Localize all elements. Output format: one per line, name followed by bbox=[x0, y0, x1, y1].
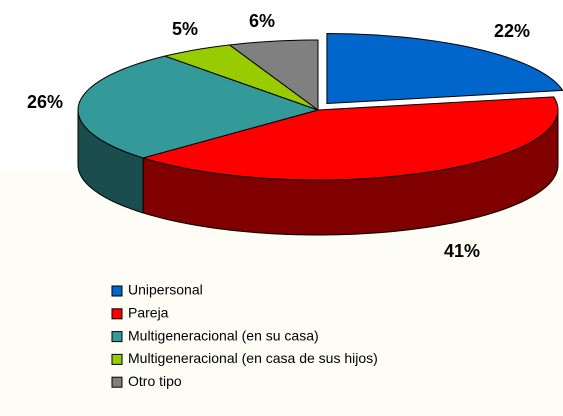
pie-slice bbox=[77, 55, 320, 159]
legend-swatch bbox=[111, 331, 123, 343]
pie-slice bbox=[163, 44, 319, 111]
legend-swatch bbox=[111, 285, 123, 297]
data-label: 26% bbox=[27, 92, 63, 112]
pie-slice bbox=[141, 96, 559, 181]
legend-label: Pareja bbox=[128, 305, 169, 321]
data-label: 6% bbox=[249, 11, 275, 31]
legend-swatch bbox=[111, 353, 123, 365]
legend-label: Multigeneracional (en su casa) bbox=[128, 327, 319, 343]
data-label: 41% bbox=[444, 241, 480, 261]
pie-slice bbox=[326, 33, 563, 105]
legend-swatch bbox=[111, 376, 123, 388]
data-label: 5% bbox=[172, 19, 198, 39]
legend-swatch bbox=[111, 308, 123, 320]
legend-label: Unipersonal bbox=[128, 282, 203, 298]
data-label: 22% bbox=[494, 21, 530, 41]
pie-slice bbox=[228, 39, 319, 111]
legend-label: Otro tipo bbox=[128, 373, 182, 389]
legend-label: Multigeneracional (en casa de sus hijos) bbox=[128, 350, 378, 366]
